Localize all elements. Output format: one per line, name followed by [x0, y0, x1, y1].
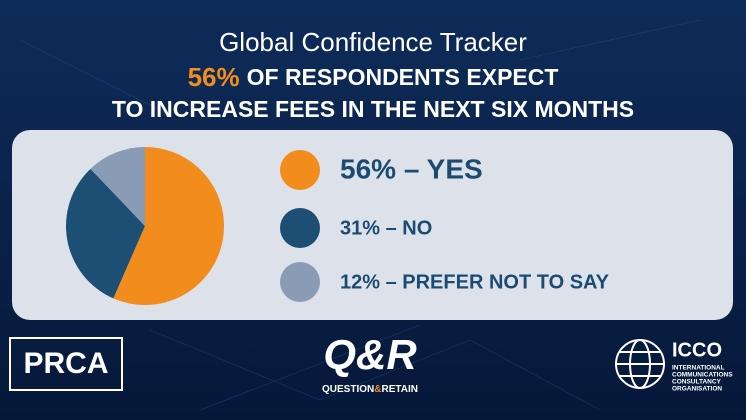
subtitle-line: TO INCREASE FEES IN THE NEXT SIX MONTHS [112, 96, 634, 122]
legend-label: 31% – NO [340, 217, 432, 239]
qr-subtitle: QUESTION&RETAIN [322, 384, 418, 395]
icco-subtitle-line: CONSULTANCY [672, 379, 722, 386]
icco-logo: ICCO [672, 339, 722, 361]
icco-subtitle: INTERNATIONALCOMMUNICATIONSCONSULTANCYOR… [672, 365, 733, 393]
pie-slice [113, 147, 225, 305]
icco-subtitle-line: ORGANISATION [672, 386, 722, 393]
qr-logo: Q&R [323, 331, 417, 379]
legend-swatch [280, 150, 320, 190]
legend: 56% – YES 31% – NO 12% – PREFER NOT TO SAY [280, 150, 610, 302]
legend-swatch [280, 208, 320, 248]
qr-word: RETAIN [381, 384, 417, 395]
icco-subtitle-line: INTERNATIONAL [672, 365, 725, 372]
pie-slice [90, 147, 145, 226]
network-decoration [19, 19, 701, 411]
subtitle-text: OF RESPONDENTS EXPECT [247, 64, 559, 90]
legend-label: 12% – PREFER NOT TO SAY [340, 271, 610, 293]
qr-amp: & [374, 384, 381, 395]
legend-label: 56% – YES [340, 153, 483, 184]
qr-word: QUESTION [322, 384, 374, 395]
icco-globe [615, 339, 665, 389]
legend-swatch [280, 262, 320, 302]
icco-subtitle-line: COMMUNICATIONS [672, 372, 733, 379]
prca-logo-box [9, 337, 123, 391]
prca-logo: PRCA [23, 347, 108, 380]
subtitle-line: 56% OF RESPONDENTS EXPECT [188, 62, 559, 92]
pie-slice [66, 168, 145, 299]
subtitle-highlight: 56% [188, 62, 240, 92]
title: Global Confidence Tracker [219, 27, 527, 57]
pie [66, 147, 225, 305]
